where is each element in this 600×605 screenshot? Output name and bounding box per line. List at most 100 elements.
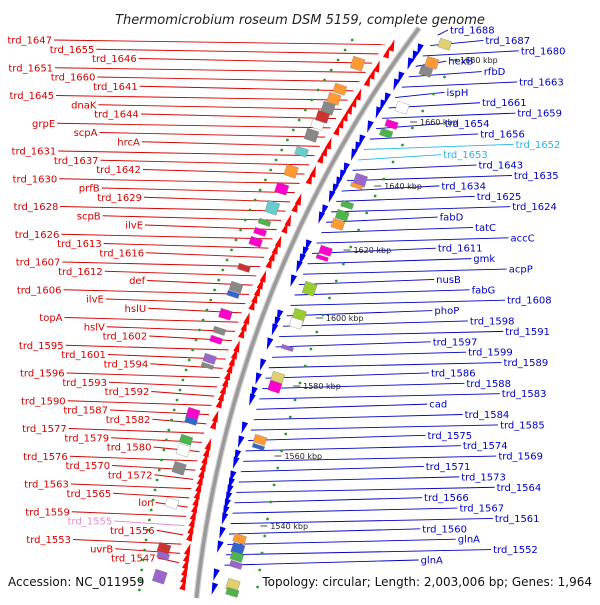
tick-dot bbox=[258, 568, 262, 572]
cog-category-box bbox=[394, 100, 410, 115]
tick-dot bbox=[221, 268, 225, 272]
right-gene-label: trd_1656 bbox=[480, 129, 525, 140]
right-gene-label: trd_1624 bbox=[512, 202, 557, 213]
label-connector bbox=[395, 91, 445, 98]
label-connector bbox=[99, 132, 326, 138]
label-connector bbox=[62, 261, 261, 268]
left-gene-label: trd_1616 bbox=[99, 248, 144, 259]
label-connector bbox=[358, 154, 442, 161]
forward-gene-arrow bbox=[305, 172, 313, 185]
left-gene-label: trd_1570 bbox=[65, 461, 110, 472]
forward-gene-arrow bbox=[248, 298, 256, 311]
cog-category-box bbox=[152, 568, 168, 585]
tick-dot bbox=[141, 558, 145, 562]
left-gene-label: trd_1651 bbox=[8, 63, 53, 74]
right-gene-label: trd_1659 bbox=[517, 109, 562, 120]
tick-dot bbox=[153, 488, 157, 492]
reverse-gene-arrow bbox=[407, 57, 415, 70]
reverse-gene-arrow bbox=[318, 211, 325, 224]
tick-dot bbox=[191, 348, 195, 352]
tick-dot bbox=[184, 368, 188, 372]
label-connector bbox=[243, 455, 497, 462]
forward-gene-arrow bbox=[251, 291, 258, 304]
right-gene-label: trd_1584 bbox=[465, 410, 510, 421]
tick-dot bbox=[288, 415, 292, 419]
left-gene-label: trd_1644 bbox=[94, 110, 139, 121]
left-gene-label: trd_1655 bbox=[50, 45, 95, 56]
cog-category-box bbox=[226, 289, 240, 299]
forward-gene-arrow bbox=[240, 319, 248, 332]
tick-dot bbox=[194, 338, 198, 342]
right-gene-label: trd_1598 bbox=[470, 316, 515, 327]
tick-dot bbox=[258, 188, 262, 192]
tick-dot bbox=[421, 109, 425, 113]
tick-dot bbox=[382, 177, 386, 181]
left-gene-label: trd_1626 bbox=[15, 230, 60, 241]
left-gene-label: trd_1660 bbox=[51, 73, 96, 84]
label-connector bbox=[336, 195, 475, 202]
reverse-gene-arrow bbox=[219, 526, 226, 539]
tick-dot bbox=[401, 143, 404, 147]
right-gene-label: glnA bbox=[458, 535, 480, 546]
right-gene-label: glnA bbox=[421, 556, 443, 567]
right-gene-label: trd_1608 bbox=[507, 296, 552, 307]
left-gene-label: trd_1613 bbox=[57, 239, 102, 250]
cog-category-box bbox=[232, 532, 247, 545]
tick-dot bbox=[234, 238, 238, 242]
left-gene-label: uvrB bbox=[90, 544, 113, 555]
right-gene-label: trd_1663 bbox=[519, 77, 564, 88]
cog-category-box bbox=[175, 442, 191, 458]
cog-category-box bbox=[350, 181, 364, 190]
right-gene-label: nusB bbox=[436, 275, 461, 286]
reverse-gene-arrow bbox=[249, 393, 256, 406]
left-gene-label: trd_1606 bbox=[17, 285, 62, 296]
cog-category-box bbox=[252, 433, 268, 446]
tick-dot bbox=[321, 313, 325, 317]
forward-gene-arrow bbox=[284, 214, 292, 227]
label-connector bbox=[115, 548, 181, 554]
label-connector bbox=[307, 258, 472, 265]
tick-dot bbox=[253, 198, 257, 202]
reverse-gene-arrow bbox=[271, 323, 279, 336]
label-connector bbox=[70, 483, 192, 490]
label-connector bbox=[157, 557, 179, 564]
tick-dot bbox=[170, 418, 173, 422]
gene-features bbox=[152, 37, 453, 598]
label-connector bbox=[154, 474, 194, 480]
tick-dot bbox=[269, 168, 273, 172]
label-connector bbox=[265, 372, 429, 379]
right-gene-label: trd_1652 bbox=[516, 140, 561, 151]
label-connector bbox=[57, 122, 331, 129]
reverse-gene-arrow bbox=[217, 540, 224, 553]
right-gene-label: trd_1575 bbox=[428, 431, 473, 442]
label-connector bbox=[311, 247, 436, 254]
label-connector bbox=[331, 206, 511, 213]
kbp-label: 1600 kbp bbox=[326, 314, 364, 323]
label-connector bbox=[63, 289, 249, 295]
forward-gene-arrow bbox=[228, 354, 236, 367]
right-gene-label: trd_1569 bbox=[498, 452, 543, 463]
forward-gene-arrow bbox=[291, 200, 298, 213]
cog-category-box bbox=[270, 370, 286, 384]
reverse-gene-arrow bbox=[211, 582, 219, 595]
right-gene-label: trd_1589 bbox=[504, 358, 549, 369]
right-gene-label: trd_1564 bbox=[497, 483, 542, 494]
tick-dot bbox=[342, 262, 345, 266]
forward-gene-arrow bbox=[281, 221, 288, 234]
tick-dot bbox=[243, 218, 247, 222]
left-gene-label: trd_1590 bbox=[21, 396, 66, 407]
label-connector bbox=[97, 76, 360, 83]
cog-category-box bbox=[229, 550, 244, 563]
kbp-label: 1560 kbp bbox=[284, 452, 322, 461]
cog-category-box bbox=[184, 415, 198, 426]
label-connector bbox=[66, 372, 220, 379]
cog-category-box bbox=[334, 208, 350, 222]
tick-dot bbox=[336, 58, 340, 62]
left-gene-label: def bbox=[129, 276, 146, 287]
left-gene-label: trd_1631 bbox=[12, 147, 57, 158]
left-gene-label: trd_1646 bbox=[92, 54, 137, 65]
tick-dot bbox=[264, 178, 267, 182]
left-gene-label: trd_1595 bbox=[19, 341, 64, 352]
